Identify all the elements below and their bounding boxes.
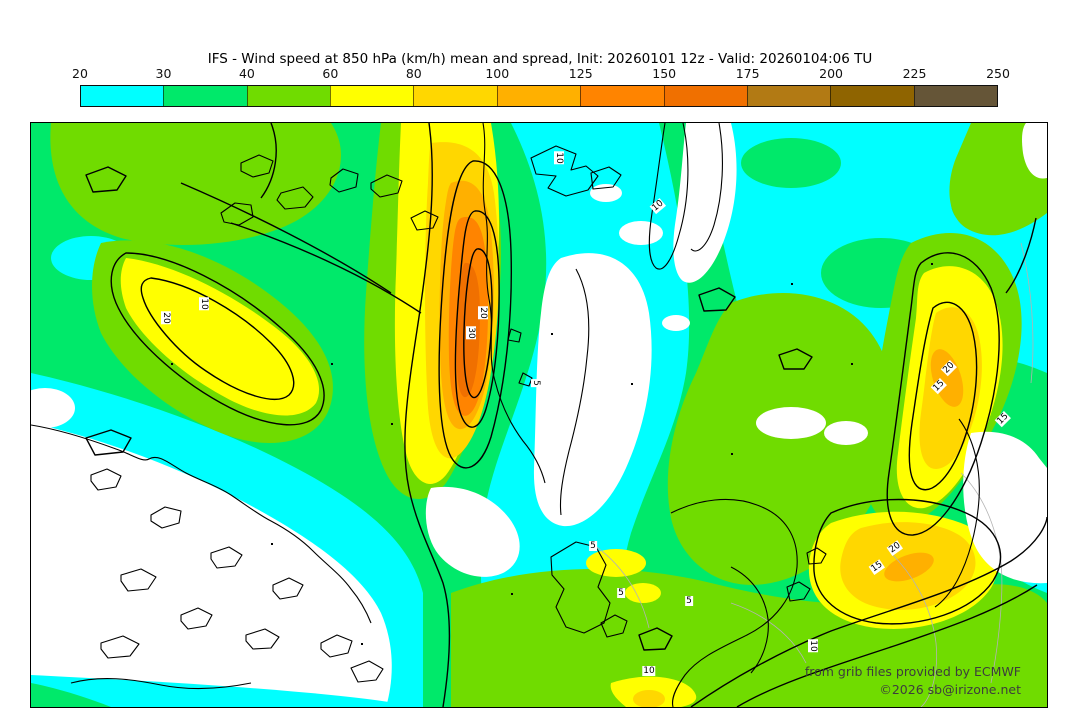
colorbar-tick: 60 [322, 66, 339, 81]
contour-label: 10 [199, 297, 209, 311]
colorbar-tick: 30 [155, 66, 172, 81]
colorbar-segment [163, 86, 247, 106]
attribution-source: from grib files provided by ECMWF [804, 664, 1021, 679]
colorbar-tick: 20 [72, 66, 88, 81]
colorbar-segment [330, 86, 414, 106]
contour-label: 5 [531, 379, 541, 387]
contour-label: 30 [466, 326, 476, 340]
contour-label: 10 [642, 666, 656, 676]
chart-title: IFS - Wind speed at 850 hPa (km/h) mean … [207, 51, 873, 67]
colorbar-segment [663, 86, 747, 106]
colorbar-segment [913, 86, 997, 106]
contour-label: 10 [808, 639, 818, 653]
country-borders [590, 242, 1034, 707]
colorbar-tick: 200 [819, 66, 844, 81]
map-specks [171, 263, 933, 645]
weather-map: 20 10 30 20 5 10 10 15 20 15 20 15 10 5 … [30, 122, 1048, 708]
contour-label: 5 [589, 541, 597, 551]
contour-label: 10 [554, 151, 564, 165]
colorbar-segment [496, 86, 581, 106]
contour-label: 20 [478, 306, 488, 320]
colorbar-tick: 125 [568, 66, 593, 81]
spread-contours [85, 123, 1047, 707]
colorbar-tick: 80 [405, 66, 422, 81]
colorbar-tick: 175 [735, 66, 760, 81]
colorbar-segment [830, 86, 914, 106]
colorbar-tick: 225 [902, 66, 927, 81]
colorbar-tick: 40 [238, 66, 255, 81]
colorbar-segment [413, 86, 497, 106]
contour-label: 5 [685, 596, 693, 606]
coastlines [31, 123, 980, 707]
fill-regions [31, 123, 1047, 707]
colorbar [80, 85, 998, 107]
attribution-copyright: ©2026 sb@irizone.net [879, 682, 1021, 697]
contour-label: 20 [161, 311, 171, 325]
colorbar-segment [246, 86, 331, 106]
colorbar-ticks: 20 30 40 60 80 100 125 150 175 200 225 2… [72, 66, 1010, 82]
contour-label: 5 [617, 588, 625, 598]
colorbar-segment [81, 86, 164, 106]
colorbar-tick: 250 [986, 66, 1010, 81]
colorbar-tick: 150 [652, 66, 677, 81]
colorbar-segment [580, 86, 664, 106]
colorbar-segment [746, 86, 831, 106]
wind-field-svg [31, 123, 1047, 707]
colorbar-tick: 100 [485, 66, 510, 81]
